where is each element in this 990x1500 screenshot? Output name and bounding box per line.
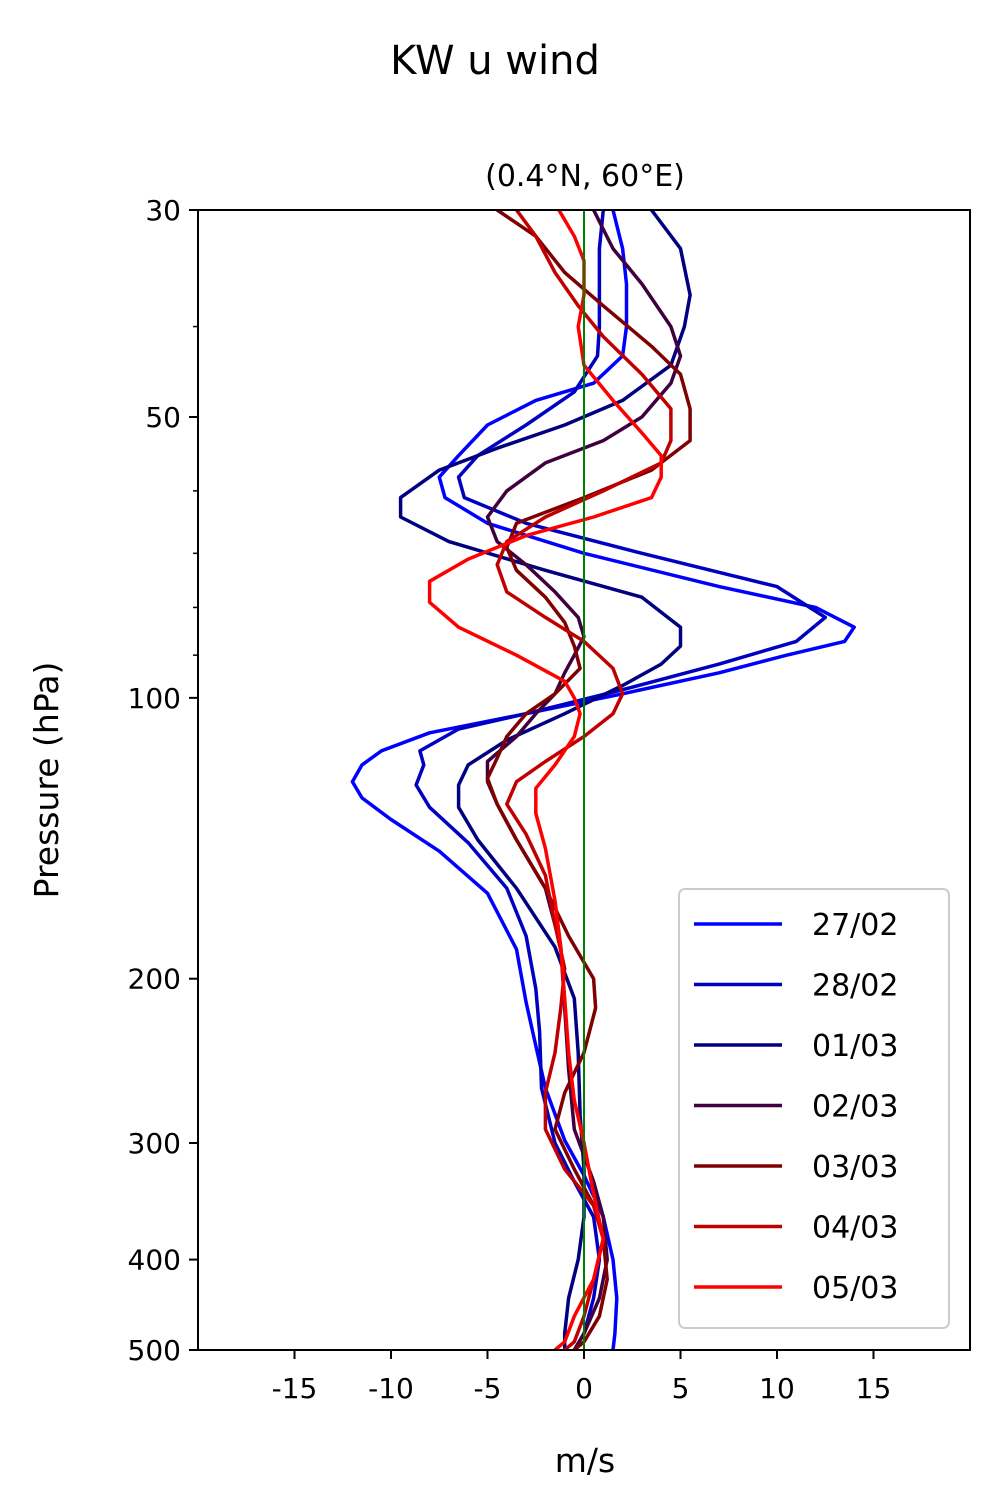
x-tick-label: 10 [759,1372,795,1405]
legend-label: 03/03 [812,1150,898,1185]
legend-label: 01/03 [812,1029,898,1064]
legend-label: 27/02 [812,908,898,943]
x-axis: -15 -10 -5 0 5 10 15 [272,1350,892,1405]
legend-label: 04/03 [812,1211,898,1246]
y-tick-label: 200 [128,963,181,996]
x-axis-label: m/s [555,1441,615,1480]
x-tick-label: -15 [272,1372,318,1405]
chart-subtitle: (0.4°N, 60°E) [485,159,685,194]
series-line-6 [430,210,662,1350]
y-tick-label: 300 [128,1127,181,1160]
x-tick-label: -10 [368,1372,414,1405]
x-tick-label: 15 [856,1372,892,1405]
chart-title: KW u wind [390,38,600,84]
x-tick-label: 5 [672,1372,690,1405]
x-tick-label: -5 [474,1372,502,1405]
y-tick-label: 500 [128,1334,181,1367]
y-tick-label: 30 [145,194,181,227]
y-tick-label: 100 [128,682,181,715]
legend-label: 05/03 [812,1271,898,1306]
x-tick-label: 0 [575,1372,593,1405]
legend: 27/02 28/02 01/03 02/03 03/03 04/03 05/03 [679,889,949,1328]
y-tick-label: 50 [145,401,181,434]
legend-label: 28/02 [812,969,898,1004]
y-axis: 30 50 100 200 300 400 500 [128,194,198,1367]
y-tick-label: 400 [128,1244,181,1277]
legend-label: 02/03 [812,1090,898,1125]
y-axis-label: Pressure (hPa) [27,662,66,899]
chart-figure: KW u wind (0.4°N, 60°E) -15 -10 -5 0 5 10 15 3… [0,0,990,1500]
